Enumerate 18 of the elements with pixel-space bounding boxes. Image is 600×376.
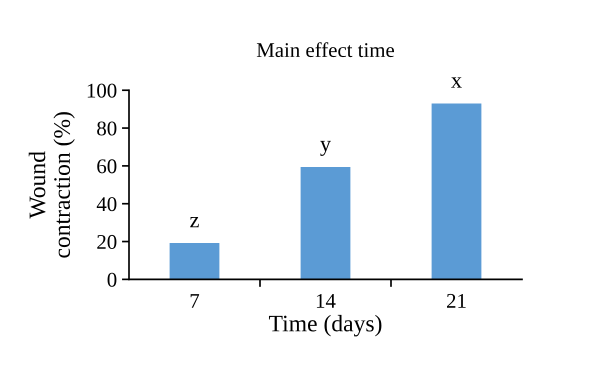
bar <box>432 103 482 280</box>
y-axis-title: Wound contraction (%) <box>28 112 75 258</box>
bar <box>300 167 350 280</box>
x-tick-label: 21 <box>447 294 466 308</box>
y-tick-label: 80 <box>97 121 116 136</box>
y-tick-label: 40 <box>96 197 116 212</box>
y-tick-label: 60 <box>97 159 116 174</box>
y-tick-label: 100 <box>88 84 116 98</box>
annotation: x <box>451 77 462 88</box>
annotation: z <box>190 217 199 228</box>
y-tick-label: 0 <box>108 272 116 287</box>
x-axis-title: Time (days) <box>268 314 382 336</box>
bar <box>170 243 220 280</box>
chart-title: Main effect time <box>256 42 394 58</box>
x-tick-label: 7 <box>190 294 200 308</box>
x-tick-label: 14 <box>316 294 336 308</box>
annotation: y <box>320 140 331 156</box>
y-tick-label: 20 <box>97 234 116 249</box>
